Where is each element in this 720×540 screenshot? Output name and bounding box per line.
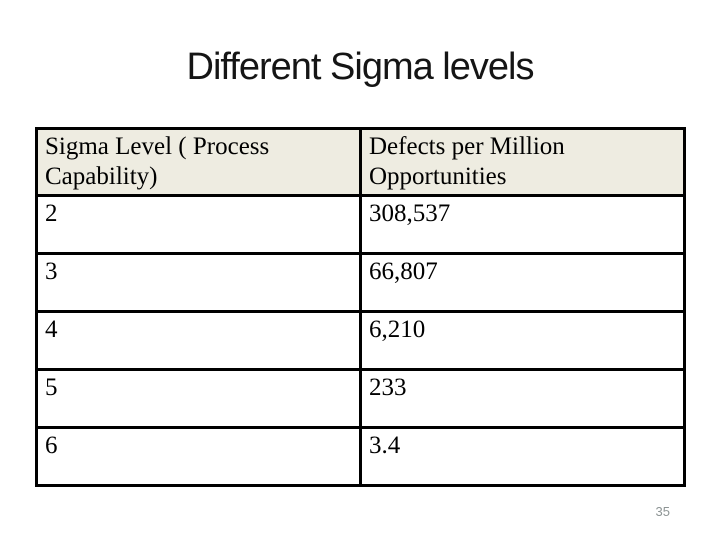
cell-defects-value: 3.4 [359,426,686,487]
column-header-defects-per-million: Defects per Million Opportunities [359,127,686,197]
table-row: 2 308,537 [35,194,686,255]
cell-defects-value: 308,537 [359,194,686,255]
table-header-row: Sigma Level ( Process Capability) Defect… [35,127,686,197]
table-row: 4 6,210 [35,310,686,371]
cell-sigma-level: 6 [35,426,362,487]
cell-defects-value: 6,210 [359,310,686,371]
table-row: 6 3.4 [35,426,686,487]
slide-title: Different Sigma levels [186,46,535,88]
table-row: 5 233 [35,368,686,429]
cell-sigma-level: 2 [35,194,362,255]
cell-defects-value: 66,807 [359,252,686,313]
cell-sigma-level: 4 [35,310,362,371]
column-header-sigma-level: Sigma Level ( Process Capability) [35,127,362,197]
sigma-levels-table: Sigma Level ( Process Capability) Defect… [35,127,686,487]
cell-sigma-level: 3 [35,252,362,313]
cell-sigma-level: 5 [35,368,362,429]
table-row: 3 66,807 [35,252,686,313]
page-number: 35 [655,504,670,519]
cell-defects-value: 233 [359,368,686,429]
